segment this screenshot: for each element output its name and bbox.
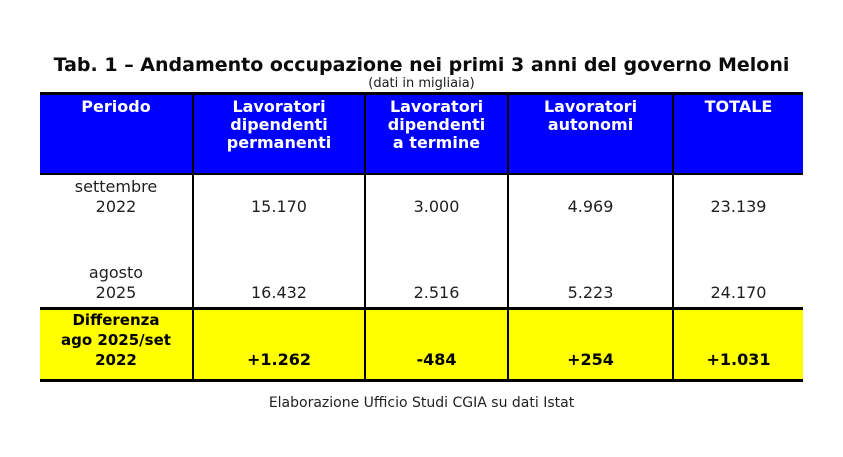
header-cell-totale: TOTALE [672, 92, 803, 175]
cell-differenza-autonomi: +254 [507, 308, 673, 382]
cell-permanenti-settembre-2022: 15.170 [192, 174, 365, 250]
cell-termine-agosto-2025: 2.516 [364, 250, 508, 310]
header-cell-periodo: Periodo [40, 92, 193, 175]
cell-totale-settembre-2022: 23.139 [672, 174, 803, 250]
cell-autonomi-agosto-2025: 5.223 [507, 250, 673, 310]
header-cell-dipendenti-a-termine: Lavoratori dipendenti a termine [364, 92, 508, 175]
table-row-settembre-2022: settembre 2022 15.170 3.000 4.969 23.139 [40, 174, 803, 250]
table-row-differenza: Differenza ago 2025/set 2022 +1.262 -484… [40, 308, 803, 382]
cell-differenza-label: Differenza ago 2025/set 2022 [40, 308, 193, 382]
cell-periodo-settembre-2022: settembre 2022 [74, 177, 158, 216]
cell-totale-agosto-2025: 24.170 [672, 250, 803, 310]
table-row-agosto-2025: agosto 2025 16.432 2.516 5.223 24.170 [40, 250, 803, 310]
source-note: Elaborazione Ufficio Studi CGIA su dati … [268, 395, 575, 411]
cell-differenza-totale: +1.031 [672, 308, 803, 382]
cell-permanenti-agosto-2025: 16.432 [192, 250, 365, 310]
cell-autonomi-settembre-2022: 4.969 [507, 174, 673, 250]
table-subtitle: (dati in migliaia) [368, 76, 475, 91]
employment-table: Periodo Lavoratori dipendenti permanenti… [40, 92, 803, 382]
cell-termine-settembre-2022: 3.000 [364, 174, 508, 250]
header-row: Periodo Lavoratori dipendenti permanenti… [40, 92, 803, 175]
cell-differenza-permanenti: +1.262 [192, 308, 365, 382]
header-cell-autonomi: Lavoratori autonomi [507, 92, 673, 175]
cell-periodo-agosto-2025: agosto 2025 [40, 250, 193, 310]
table-title: Tab. 1 – Andamento occupazione nei primi… [53, 54, 790, 76]
cell-differenza-termine: -484 [364, 308, 508, 382]
header-cell-dipendenti-permanenti: Lavoratori dipendenti permanenti [192, 92, 365, 175]
